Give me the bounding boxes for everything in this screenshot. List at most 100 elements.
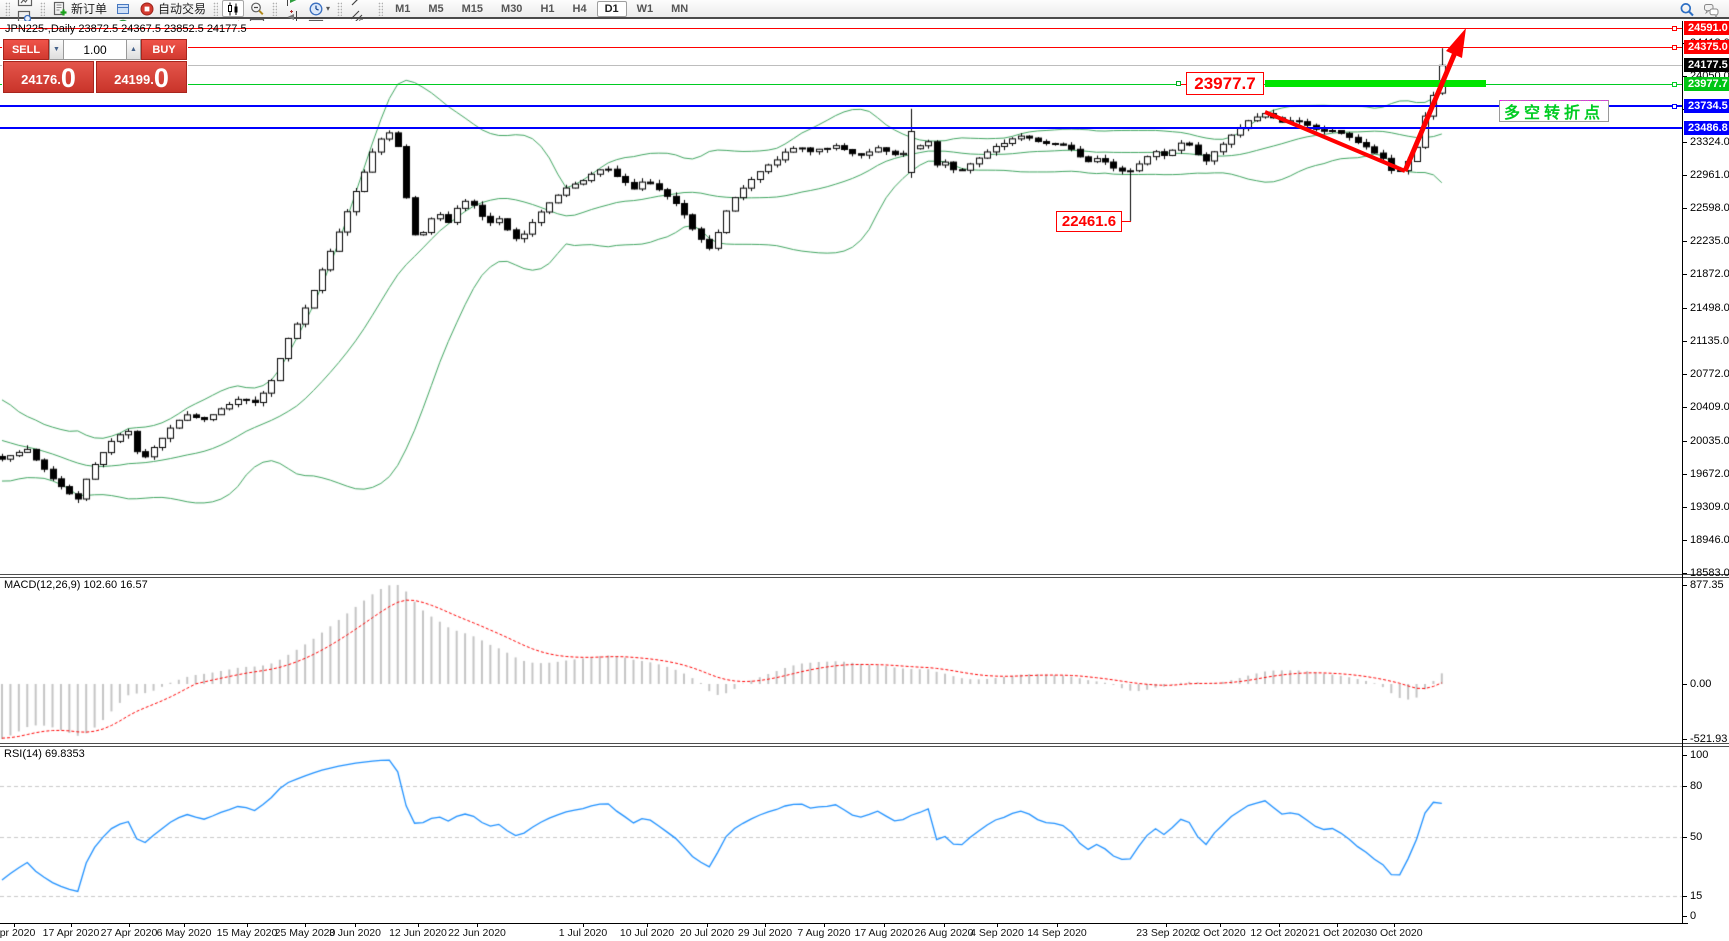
- pivot-note-label[interactable]: 多空转折点: [1499, 100, 1609, 122]
- timeframe-button-MN[interactable]: MN: [671, 2, 689, 15]
- zoom-out-icon: [249, 1, 265, 17]
- volume-decrease-button[interactable]: ▼: [49, 39, 64, 60]
- date-tick-label: 27 Apr 2020: [100, 927, 158, 939]
- timeframe-button-D1[interactable]: D1: [596, 0, 627, 17]
- toolbar-group-timeframes: M1 M5 M15 M30 H1 H4 D1 W1 MN: [386, 0, 697, 17]
- toolbar-group-chart-type: [221, 0, 245, 34]
- search-icon: [1679, 2, 1695, 18]
- new-order-icon: [52, 1, 68, 17]
- line-handle[interactable]: [1672, 25, 1677, 31]
- horizontal-line-24375[interactable]: [0, 47, 1682, 49]
- axis-tick: [1682, 142, 1687, 143]
- horizontal-line-23734.5[interactable]: [0, 104, 1682, 107]
- periods-clock-icon: [308, 1, 324, 17]
- price-tick-label: 22235.0: [1682, 235, 1729, 247]
- axis-tick: [583, 924, 584, 927]
- one-click-trading-panel: SELL ▼ 1.00 ▲ BUY 24176. 0 24199. 0: [2, 38, 188, 94]
- line-handle[interactable]: [1176, 80, 1181, 86]
- toolbar-grip[interactable]: [337, 1, 343, 16]
- sell-price-tile[interactable]: 24176. 0: [3, 61, 94, 93]
- candlestick-chart-button[interactable]: [222, 0, 245, 17]
- timeframe-button-W1[interactable]: W1: [636, 2, 654, 15]
- periods-clock-button[interactable]: ▾: [305, 0, 333, 17]
- timeframe-button-H1[interactable]: H1: [540, 2, 555, 15]
- toolbar-grip[interactable]: [213, 1, 219, 16]
- axis-tick: [1279, 924, 1280, 927]
- horizontal-line-23977.7[interactable]: [0, 83, 1682, 85]
- timeframe-button-M30[interactable]: M30: [501, 2, 523, 15]
- toolbar-grip[interactable]: [272, 1, 278, 16]
- volume-input[interactable]: 1.00: [64, 39, 126, 60]
- auto-scroll-button[interactable]: [281, 0, 303, 9]
- date-tick-label: 25 May 2020: [274, 927, 336, 939]
- axis-tick: [1220, 924, 1221, 927]
- price-axis-line: [1682, 21, 1683, 923]
- label-leader-line: [1122, 221, 1131, 223]
- date-tick-label: 12 Jun 2020: [389, 927, 447, 939]
- axis-tick: [1337, 924, 1338, 927]
- date-tick-label: 26 Aug 2020: [914, 927, 974, 939]
- horizontal-line-24591[interactable]: [0, 27, 1682, 29]
- toolbar-grip[interactable]: [40, 1, 45, 16]
- price-tick-label: 22598.0: [1682, 202, 1729, 214]
- toolbar-grip[interactable]: [378, 1, 384, 16]
- trendline-button[interactable]: [346, 0, 374, 9]
- axis-tick: [129, 924, 130, 927]
- auto-scroll-icon: [284, 0, 300, 8]
- price-tick-label: 20409.0: [1682, 401, 1729, 413]
- line-handle[interactable]: [1672, 81, 1677, 87]
- timeframe-button-M1[interactable]: M1: [395, 2, 411, 15]
- autotrading-button[interactable]: 自动交易: [136, 0, 209, 17]
- axis-tick: [647, 924, 648, 927]
- zoom-out-button[interactable]: [246, 0, 268, 17]
- axis-tick: [1682, 407, 1687, 408]
- panel-separator-rsi[interactable]: [0, 743, 1729, 747]
- axis-tick: [1394, 924, 1395, 927]
- dropdown-arrow-icon[interactable]: ▾: [326, 4, 331, 13]
- navigator-button[interactable]: [112, 0, 134, 17]
- price-tick-label: 21872.0: [1682, 268, 1729, 280]
- chart-plot[interactable]: [0, 21, 1682, 941]
- date-tick-label: Apr 2020: [0, 927, 36, 939]
- horizontal-line-23486.8[interactable]: [0, 127, 1682, 130]
- price-tick-label: 22961.0: [1682, 169, 1729, 181]
- panel-separator-macd[interactable]: [0, 574, 1729, 578]
- axis-tick: [1682, 507, 1687, 508]
- autotrading-label: 自动交易: [158, 2, 207, 16]
- price-tick-label: 21135.0: [1682, 335, 1729, 347]
- line-handle[interactable]: [1672, 103, 1677, 109]
- timeframe-button-H4[interactable]: H4: [572, 2, 587, 15]
- search-button[interactable]: [1676, 1, 1698, 18]
- buy-price-tile[interactable]: 24199. 0: [96, 61, 187, 93]
- timeframe-button-M15[interactable]: M15: [461, 2, 484, 15]
- pivot-thick-line[interactable]: [1265, 80, 1486, 88]
- sell-price: 24176.: [21, 72, 61, 87]
- date-tick-label: 21 Oct 2020: [1308, 927, 1366, 939]
- buy-button[interactable]: BUY: [141, 39, 187, 60]
- date-axis-line: [0, 923, 1688, 924]
- axis-tick: [1682, 175, 1687, 176]
- date-tick-label: 29 Jul 2020: [737, 927, 793, 939]
- timeframe-button-M5[interactable]: M5: [428, 2, 444, 15]
- chat-button[interactable]: [1700, 1, 1722, 18]
- line-handle[interactable]: [1672, 45, 1677, 51]
- date-tick-label: 30 Oct 2020: [1365, 927, 1423, 939]
- axis-tick: [14, 924, 15, 927]
- chart-window-button[interactable]: [14, 0, 36, 9]
- new-order-label: 新订单: [71, 2, 108, 16]
- date-tick-label: 2 Oct 2020: [1194, 927, 1246, 939]
- new-order-button[interactable]: 新订单: [49, 0, 110, 17]
- sell-price-big-digit: 0: [60, 63, 76, 93]
- horizontal-line-24177.5[interactable]: [0, 65, 1682, 67]
- price-tick-label: 19672.0: [1682, 468, 1729, 480]
- indicator-scale-label: 15: [1682, 890, 1702, 902]
- toolbar-grip[interactable]: [5, 1, 10, 16]
- date-tick-label: 20 Jul 2020: [679, 927, 735, 939]
- support-price-label[interactable]: 22461.6: [1056, 210, 1122, 232]
- date-tick-label: 7 Aug 2020: [797, 927, 851, 939]
- rsi-indicator-label: RSI(14) 69.8353: [4, 748, 85, 760]
- price-marker-24591.0: 24591.0: [1684, 20, 1729, 35]
- resistance-price-label[interactable]: 23977.7: [1186, 72, 1264, 96]
- volume-increase-button[interactable]: ▲: [126, 39, 141, 60]
- sell-button[interactable]: SELL: [3, 39, 49, 60]
